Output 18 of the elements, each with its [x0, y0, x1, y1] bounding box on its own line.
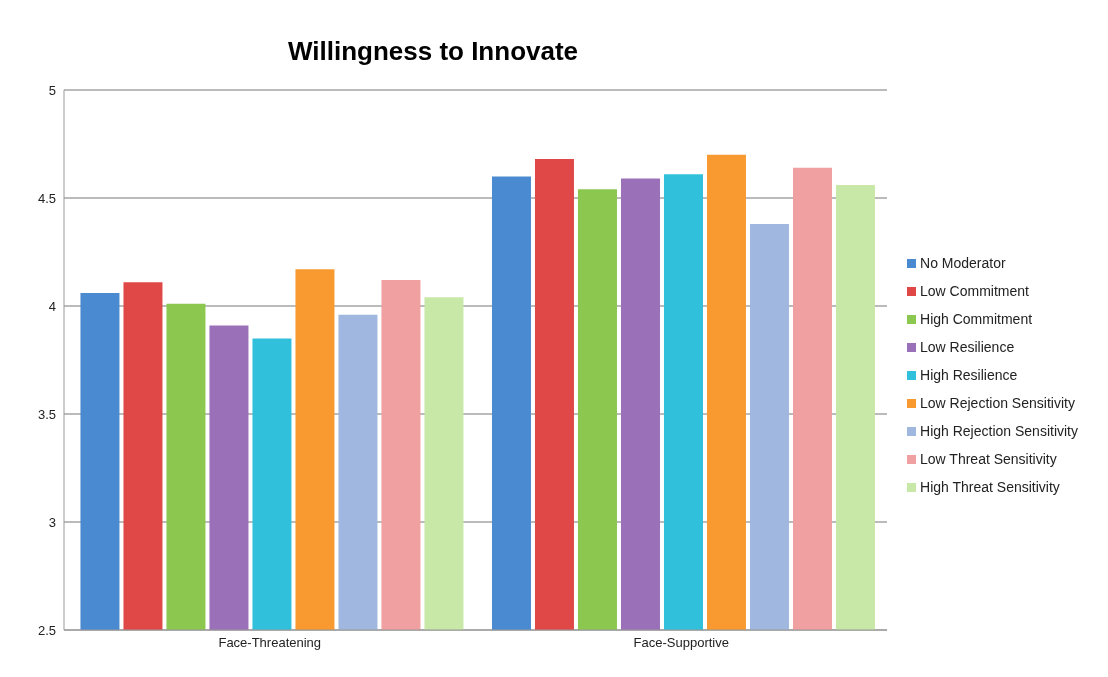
legend-label: Low Resilience	[920, 339, 1015, 355]
y-tick-label: 5	[48, 82, 56, 98]
y-tick-label: 4.5	[37, 190, 56, 206]
y-tick-label: 2.5	[37, 622, 56, 638]
legend-label: High Rejection Sensitivity	[920, 423, 1078, 439]
legend-label: High Commitment	[920, 311, 1033, 327]
legend-label: No Moderator	[920, 255, 1006, 271]
y-tick-label: 4	[48, 298, 56, 314]
y-tick-label: 3.5	[37, 406, 56, 422]
x-tick-label: Face-Threatening	[218, 635, 322, 651]
legend-label: High Resilience	[920, 367, 1018, 383]
legend-label: Low Threat Sensitivity	[920, 451, 1057, 467]
y-tick-label: 3	[48, 514, 56, 530]
legend-label: Low Rejection Sensitivity	[920, 395, 1075, 411]
legend-label: High Threat Sensitivity	[920, 479, 1060, 495]
legend-label: Low Commitment	[920, 283, 1029, 299]
x-tick-label: Face-Supportive	[633, 635, 729, 651]
chart-title: Willingness to Innovate	[286, 35, 580, 68]
